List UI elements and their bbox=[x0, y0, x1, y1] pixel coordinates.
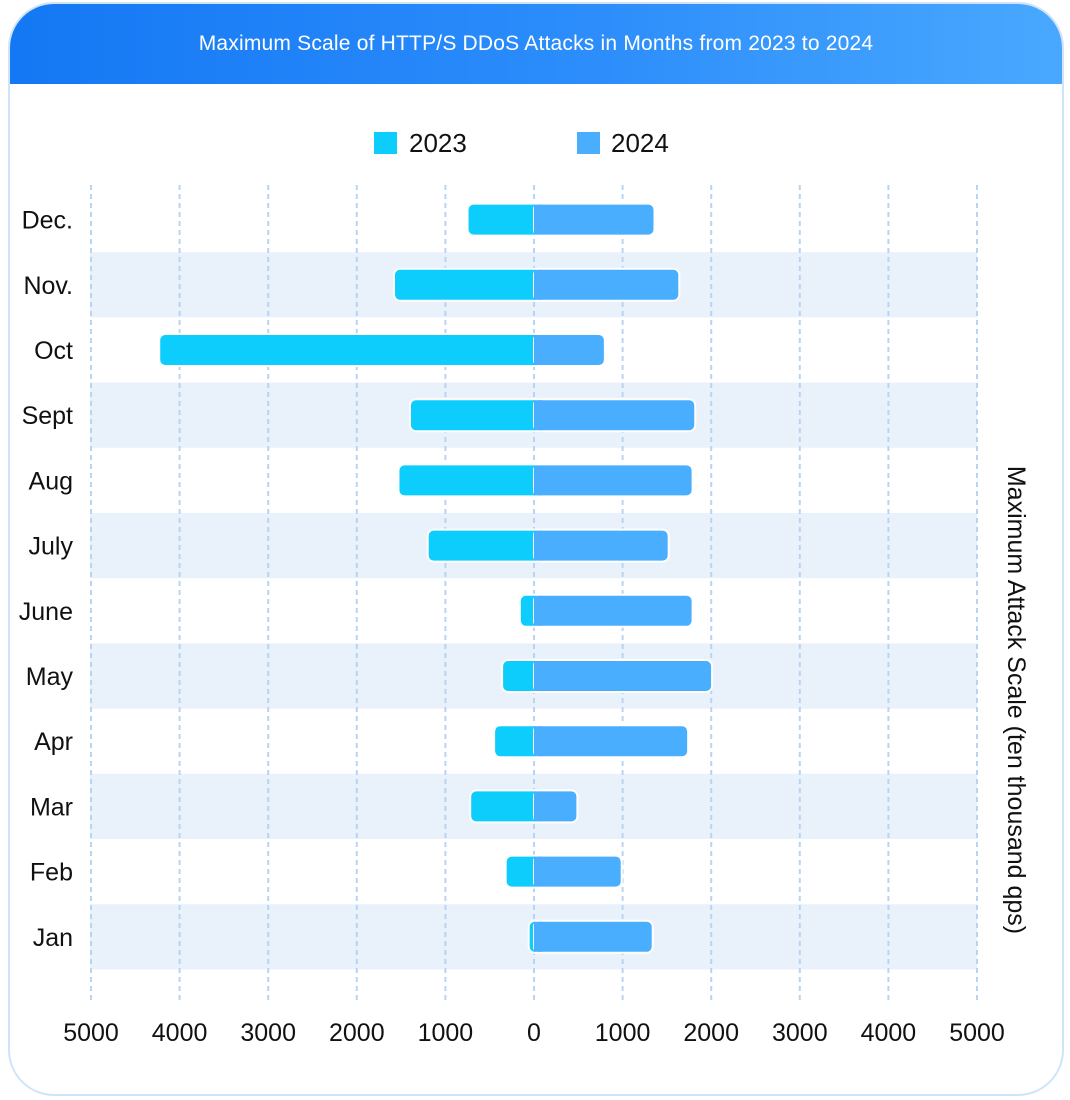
tick-label: 0 bbox=[527, 1019, 541, 1047]
category-label: May bbox=[26, 663, 74, 691]
bar-2024-join bbox=[534, 204, 542, 235]
y-axis-label: Maximum Attack Scale (ten thousand qps) bbox=[1002, 466, 1030, 934]
bar-2024-join bbox=[534, 921, 542, 952]
bar-2024-join bbox=[534, 726, 542, 757]
bar-2024 bbox=[533, 202, 656, 237]
bar-2023 bbox=[397, 463, 543, 498]
category-label: Mar bbox=[30, 793, 73, 821]
bar-2024 bbox=[533, 919, 654, 954]
tick-label: 2000 bbox=[683, 1019, 739, 1047]
bar-2024 bbox=[533, 333, 606, 367]
legend-label: 2024 bbox=[611, 128, 669, 158]
bar-2023 bbox=[408, 398, 543, 433]
bar-2024 bbox=[533, 267, 681, 302]
bar-2024 bbox=[533, 398, 697, 433]
legend-swatch bbox=[577, 132, 600, 154]
legend-label: 2023 bbox=[409, 128, 467, 158]
bar-2024 bbox=[533, 724, 690, 759]
grid-lines bbox=[90, 185, 978, 1003]
category-label: Jan bbox=[33, 924, 73, 952]
chart-title: Maximum Scale of HTTP/S DDoS Attacks in … bbox=[10, 4, 1062, 84]
legend-swatch bbox=[374, 132, 397, 154]
category-label: Nov. bbox=[23, 272, 73, 300]
bar-2024-join bbox=[534, 595, 542, 626]
bars bbox=[158, 202, 714, 954]
tick-labels: 5000 4000 3000 2000 1000 0 1000 2000 3000 4000 500… bbox=[63, 1019, 1005, 1047]
category-label: Aug bbox=[29, 467, 73, 495]
bar-2024 bbox=[533, 463, 694, 498]
bar-2024 bbox=[533, 593, 694, 628]
bar-2023 bbox=[426, 528, 543, 563]
bar-2023 bbox=[466, 202, 543, 237]
bar-2024 bbox=[533, 528, 670, 563]
category-label: Oct bbox=[34, 337, 73, 365]
category-labels: Dec. Nov. Oct Sept Aug July June May Apr Mar Feb Ja… bbox=[19, 207, 74, 952]
bar-2024-join bbox=[534, 269, 542, 300]
bar-2024-join bbox=[534, 791, 542, 822]
tick-label: 3000 bbox=[772, 1019, 828, 1047]
bar-2024-join bbox=[534, 400, 542, 431]
tick-label: 5000 bbox=[63, 1019, 119, 1047]
bar-2024 bbox=[533, 659, 714, 693]
bar-2024-join bbox=[534, 856, 542, 887]
bar-2024-join bbox=[534, 530, 542, 561]
tick-label: 4000 bbox=[861, 1019, 917, 1047]
category-label: Apr bbox=[34, 728, 73, 756]
category-label: Feb bbox=[30, 859, 73, 887]
tick-label: 4000 bbox=[152, 1019, 208, 1047]
bar-2023 bbox=[158, 333, 544, 367]
category-label: Sept bbox=[22, 402, 73, 430]
bar-2024-join bbox=[534, 335, 542, 365]
legend: 2023 2024 bbox=[374, 128, 669, 158]
tick-label: 1000 bbox=[595, 1019, 651, 1047]
tick-label: 1000 bbox=[418, 1019, 474, 1047]
category-label: Dec. bbox=[22, 207, 73, 235]
bar-2024 bbox=[533, 854, 623, 889]
bar-2024-join bbox=[534, 465, 542, 496]
category-label: June bbox=[19, 598, 73, 626]
tick-label: 3000 bbox=[240, 1019, 296, 1047]
bar-2023 bbox=[393, 267, 543, 302]
category-label: July bbox=[29, 533, 74, 561]
tick-label: 2000 bbox=[329, 1019, 385, 1047]
tick-label: 5000 bbox=[949, 1019, 1005, 1047]
bar-2024-join bbox=[534, 661, 542, 691]
bar-2023 bbox=[469, 789, 544, 824]
